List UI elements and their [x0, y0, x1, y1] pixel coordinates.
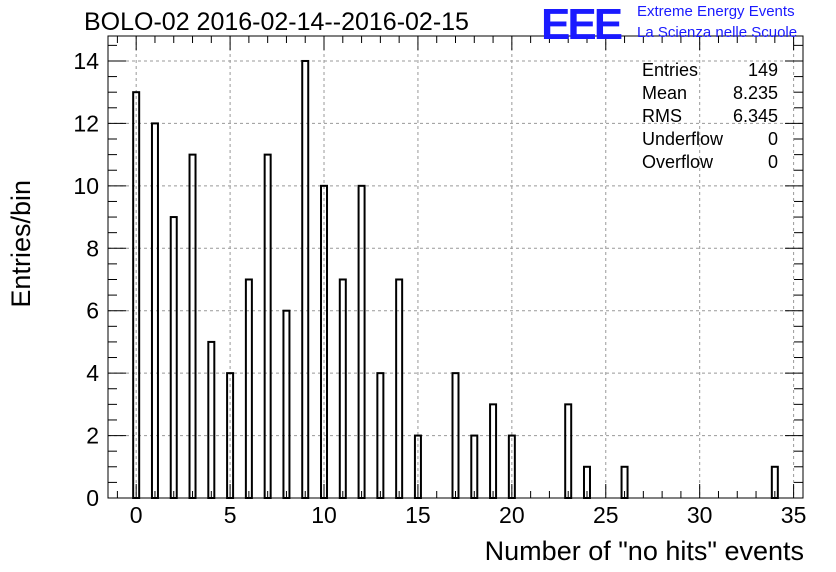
histogram-bar	[489, 403, 498, 499]
histogram-bar	[470, 434, 479, 499]
y-axis-label: Entries/bin	[6, 180, 36, 308]
x-tick-label: 5	[224, 502, 237, 528]
y-tick-label: 0	[86, 485, 99, 511]
x-axis-label: Number of "no hits" events	[484, 536, 804, 566]
histogram-bar	[263, 153, 272, 500]
eee-logo: EEE	[541, 0, 623, 49]
logo-line-2: La Scienza nelle Scuole	[637, 24, 798, 41]
histogram-bar	[282, 309, 291, 499]
x-tick-label: 30	[687, 502, 713, 528]
y-tick-label: 8	[86, 235, 99, 261]
histogram-bar	[357, 184, 366, 500]
histogram-bar	[338, 278, 347, 499]
histogram-bar	[244, 278, 253, 499]
histogram-bar	[188, 153, 197, 500]
x-tick-label: 25	[593, 502, 619, 528]
stat-label-entries: Entries	[642, 60, 699, 80]
y-tick-label: 2	[86, 423, 99, 449]
stat-label-underflow: Underflow	[642, 129, 724, 149]
stat-value-mean: 8.235	[732, 83, 778, 103]
stat-value-underflow: 0	[767, 129, 778, 149]
x-tick-label: 15	[405, 502, 431, 528]
histogram-bar	[169, 216, 178, 499]
x-tick-label: 0	[130, 502, 143, 528]
x-tick-label: 35	[781, 502, 807, 528]
plot-frame	[107, 35, 804, 499]
x-tick-label: 20	[499, 502, 525, 528]
histogram-bar	[564, 403, 573, 499]
y-tick-label: 6	[86, 298, 99, 324]
histogram-bar	[395, 278, 404, 499]
y-tick-label: 14	[73, 48, 99, 74]
stat-label-mean: Mean	[642, 83, 688, 103]
stat-value-overflow: 0	[767, 152, 778, 172]
y-tick-label: 4	[86, 360, 99, 386]
histogram-bar	[451, 372, 460, 499]
y-tick-label: 12	[73, 110, 99, 136]
stat-label-rms: RMS	[642, 106, 682, 126]
chart-title: BOLO-02 2016-02-14--2016-02-15	[84, 8, 469, 36]
stat-label-overflow: Overflow	[642, 152, 714, 172]
histogram-bar	[301, 59, 310, 500]
x-tick-label: 10	[311, 502, 337, 528]
stat-value-rms: 6.345	[732, 106, 778, 126]
histogram-bar	[150, 122, 159, 500]
stat-value-entries: 149	[747, 60, 778, 80]
histogram-bar	[207, 340, 216, 499]
logo-line-1: Extreme Energy Events	[637, 3, 795, 20]
y-tick-label: 10	[73, 173, 99, 199]
